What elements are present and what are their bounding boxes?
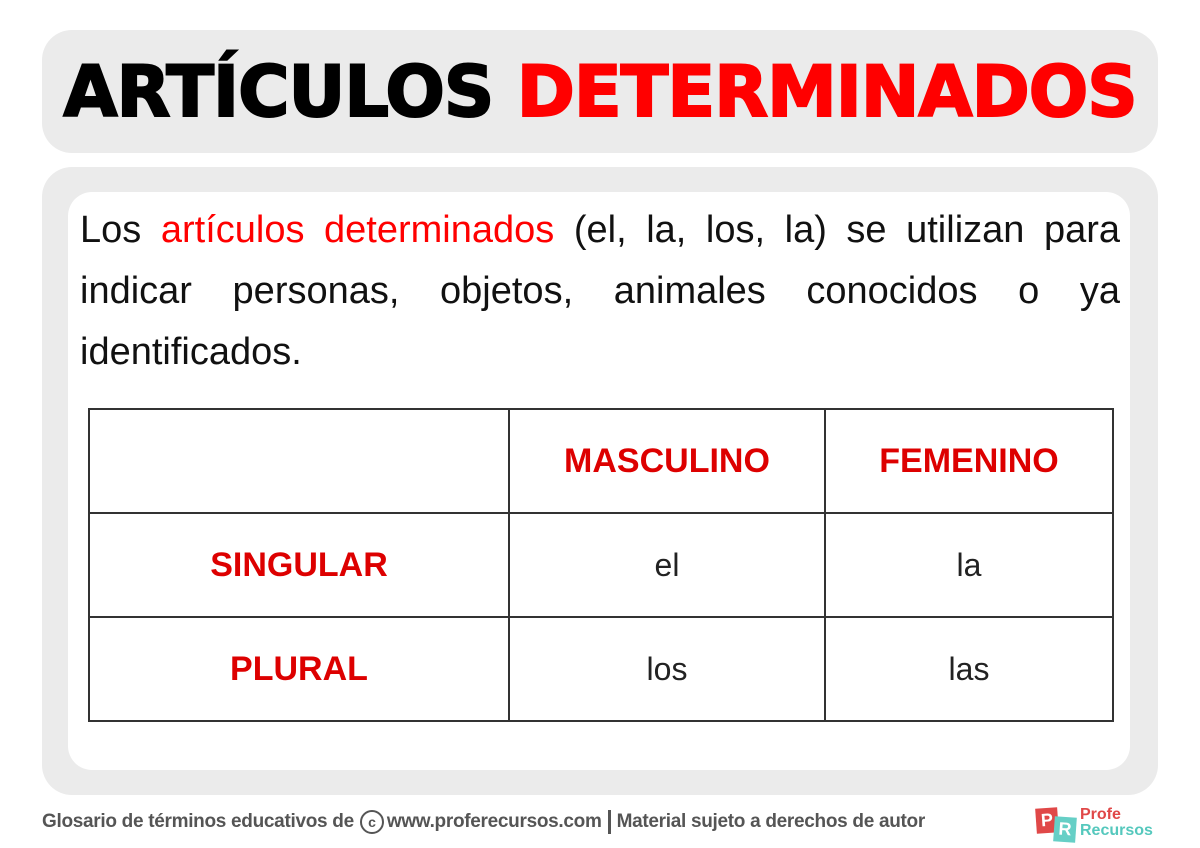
title-part-red: DETERMINADOS (516, 50, 1139, 134)
copyright-icon: c (359, 810, 384, 834)
header-empty (88, 408, 510, 514)
cell: la (824, 512, 1114, 618)
logo-text-profe: Profe (1080, 806, 1121, 823)
definition-paragraph: Los artículos determinados (el, la, los,… (80, 200, 1120, 383)
footer-rights: Material sujeto a derechos de autor (616, 811, 926, 833)
header-masculino: MASCULINO (508, 408, 826, 514)
row-label: PLURAL (88, 616, 510, 722)
cell: el (508, 512, 826, 618)
footer: Glosario de términos educativos de c www.p… (42, 810, 925, 834)
row-label: SINGULAR (88, 512, 510, 618)
cell: las (824, 616, 1114, 722)
divider (607, 810, 611, 834)
para-highlight: artículos determinados (160, 209, 555, 251)
footer-url[interactable]: www.proferecursos.com (386, 811, 602, 833)
profe-recursos-logo: P R Profe Recursos (1035, 806, 1166, 846)
table-header-row: MASCULINO FEMENINO (88, 408, 1114, 514)
para-text: Los (80, 209, 142, 251)
cell: los (508, 616, 826, 722)
table-row: SINGULAR el la (88, 512, 1114, 618)
title-part-black: ARTÍCULOS (62, 50, 495, 134)
para-text: (el, la, los, la) se utilizan para indic… (80, 209, 1121, 373)
footer-glossary: Glosario de términos educativos de (42, 811, 354, 833)
logo-text-recursos: Recursos (1080, 822, 1153, 839)
title-banner: ARTÍCULOS DETERMINADOS (42, 30, 1158, 153)
articles-table: MASCULINO FEMENINO SINGULAR el la PLURAL… (88, 408, 1114, 722)
table-row: PLURAL los las (88, 616, 1114, 722)
page-title: ARTÍCULOS DETERMINADOS (62, 50, 1139, 134)
logo-r: R (1053, 816, 1077, 843)
header-femenino: FEMENINO (824, 408, 1114, 514)
